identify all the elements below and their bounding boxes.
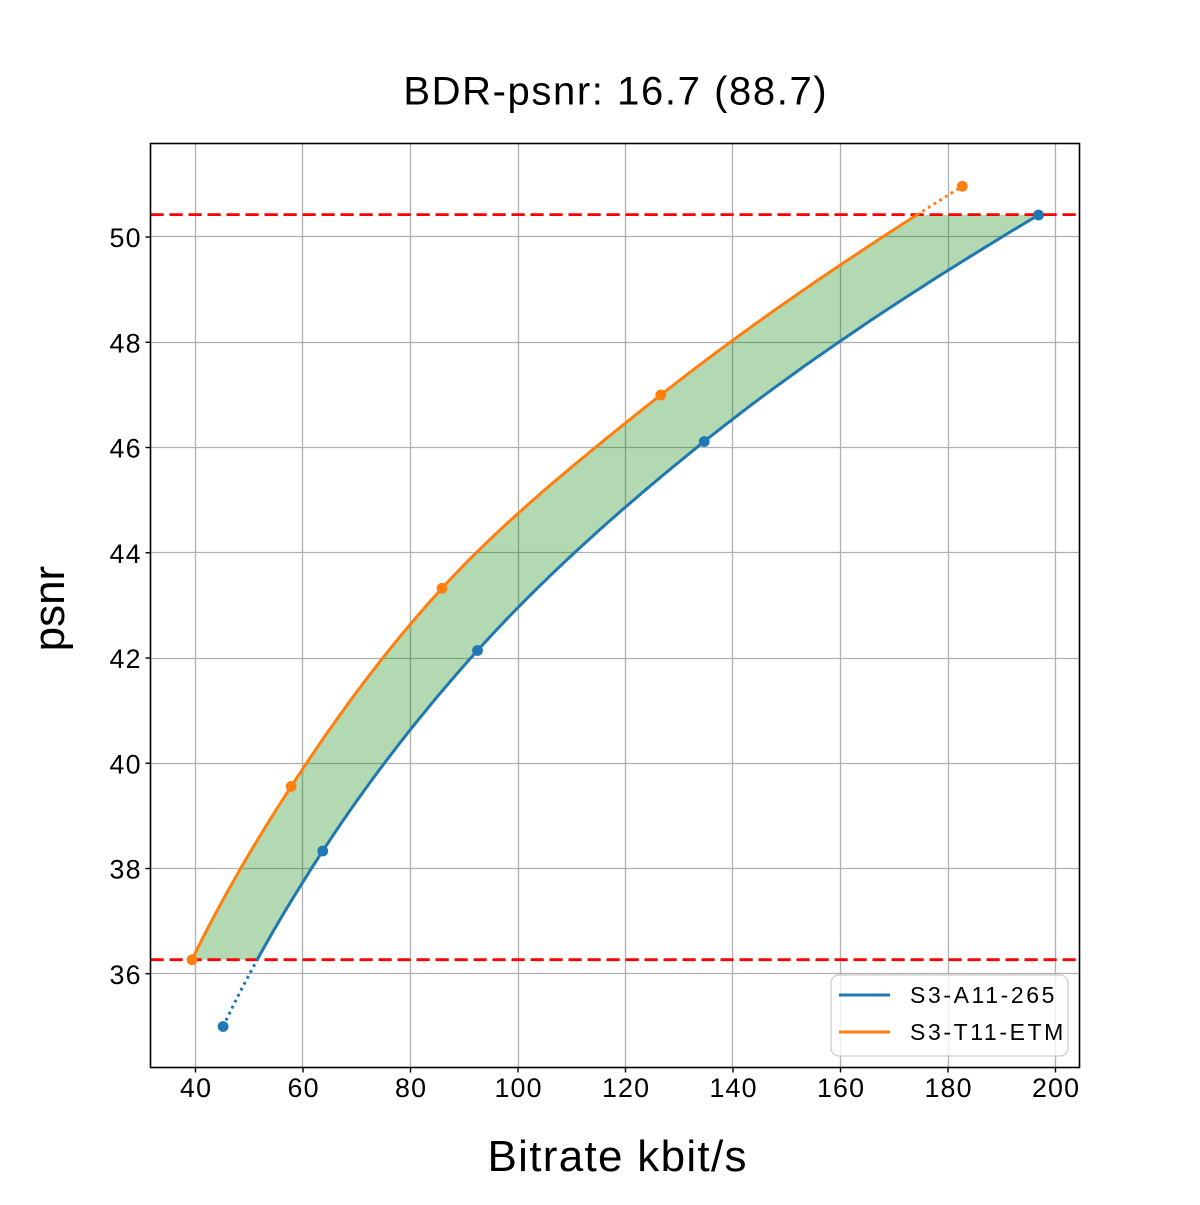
svg-text:60: 60 <box>287 1073 319 1103</box>
svg-text:180: 180 <box>924 1073 972 1103</box>
svg-text:BDR-psnr: 16.7 (88.7): BDR-psnr: 16.7 (88.7) <box>403 70 828 114</box>
svg-text:40: 40 <box>180 1073 212 1103</box>
svg-text:80: 80 <box>395 1073 427 1103</box>
svg-text:44: 44 <box>109 539 141 569</box>
svg-text:140: 140 <box>709 1073 757 1103</box>
svg-text:46: 46 <box>109 434 141 464</box>
svg-text:Bitrate kbit/s: Bitrate kbit/s <box>488 1132 748 1181</box>
svg-text:psnr: psnr <box>25 566 74 652</box>
svg-text:160: 160 <box>817 1073 865 1103</box>
svg-text:40: 40 <box>109 749 141 779</box>
svg-text:S3-A11-265: S3-A11-265 <box>910 982 1057 1008</box>
svg-text:48: 48 <box>109 328 141 358</box>
svg-text:36: 36 <box>109 960 141 990</box>
svg-text:42: 42 <box>109 644 141 674</box>
svg-text:100: 100 <box>494 1073 542 1103</box>
svg-text:38: 38 <box>109 855 141 885</box>
svg-text:200: 200 <box>1032 1073 1080 1103</box>
svg-text:120: 120 <box>602 1073 650 1103</box>
svg-text:S3-T11-ETM: S3-T11-ETM <box>910 1019 1066 1045</box>
svg-text:50: 50 <box>109 223 141 253</box>
